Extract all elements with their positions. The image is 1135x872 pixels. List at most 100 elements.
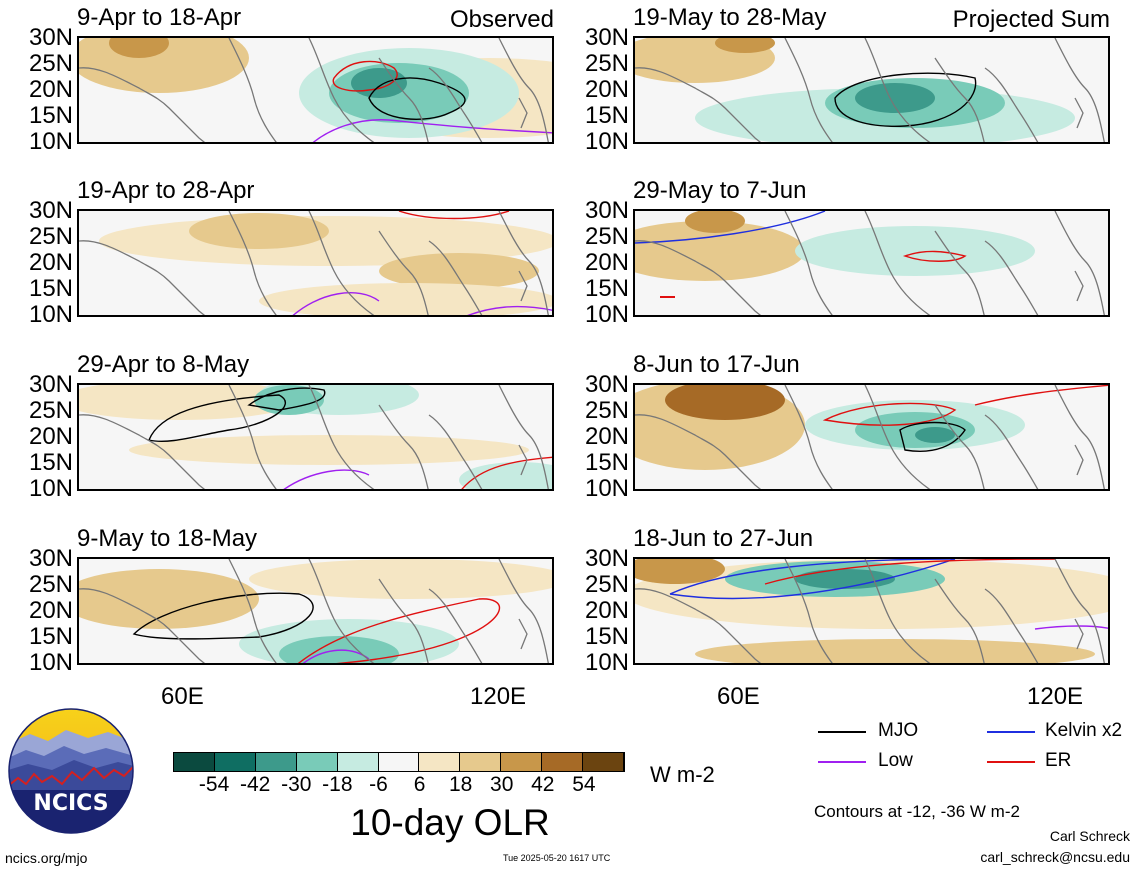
olr-map	[633, 209, 1110, 317]
legend-line-kelvin	[987, 731, 1035, 733]
legend-line-mjo	[818, 731, 866, 733]
colorbar-tick-label: -18	[322, 773, 353, 796]
olr-map	[633, 36, 1110, 144]
lat-label: 25N	[584, 397, 629, 424]
author-name: Carl Schreck	[1049, 828, 1130, 844]
lat-label: 25N	[28, 397, 73, 424]
lat-label: 15N	[28, 102, 73, 129]
lat-label: 15N	[28, 275, 73, 302]
lat-label: 25N	[28, 50, 73, 77]
panel-source-tag: Projected Sum	[952, 6, 1110, 33]
colorbar-tick-label: 42	[531, 773, 555, 796]
timestamp: Tue 2025-05-20 1617 UTC	[503, 853, 611, 863]
lat-label: 25N	[584, 223, 629, 250]
panel-source-tag: Observed	[449, 6, 554, 33]
colorbar	[173, 752, 625, 772]
lon-label-60e-left: 60E	[161, 683, 204, 710]
colorbar-swatch	[378, 753, 420, 771]
lat-label: 20N	[584, 597, 629, 624]
lat-label: 10N	[28, 475, 73, 502]
legend-label-mjo: MJO	[878, 720, 919, 741]
lat-label: 10N	[28, 128, 73, 155]
lat-label: 10N	[584, 649, 629, 676]
colorbar-swatch	[255, 753, 297, 771]
lat-label: 15N	[28, 623, 73, 650]
colorbar-tick-label: 30	[490, 773, 514, 796]
panel-title: 8-Jun to 17-Jun	[633, 351, 800, 378]
author-email: carl_schreck@ncsu.edu	[980, 849, 1130, 865]
olr-map	[633, 383, 1110, 491]
colorbar-swatch	[542, 753, 584, 771]
olr-map	[77, 383, 554, 491]
chart-title: 10-day OLR	[350, 802, 550, 843]
olr-map	[633, 557, 1110, 665]
olr-map	[77, 36, 554, 144]
colorbar-swatch	[214, 753, 256, 771]
lat-label: 15N	[584, 623, 629, 650]
olr-map	[77, 557, 554, 665]
lat-label: 10N	[584, 128, 629, 155]
colorbar-swatch	[337, 753, 379, 771]
lat-label: 10N	[584, 475, 629, 502]
lat-label: 10N	[28, 649, 73, 676]
panel-title: 19-May to 28-May	[633, 4, 827, 31]
colorbar-tick-label: -30	[281, 773, 312, 796]
lat-label: 30N	[584, 24, 629, 51]
legend-label-kelvin: Kelvin x2	[1045, 720, 1123, 741]
colorbar-tick-label: -6	[369, 773, 388, 796]
lat-label: 20N	[28, 423, 73, 450]
panel-title: 9-Apr to 18-Apr	[77, 4, 242, 31]
colorbar-swatch	[501, 753, 543, 771]
lon-label-120e-left: 120E	[470, 683, 527, 710]
colorbar-swatch	[583, 753, 624, 771]
colorbar-units: W m-2	[650, 762, 715, 787]
lat-label: 20N	[28, 249, 73, 276]
ncics-logo: NCICS	[8, 708, 134, 834]
lat-label: 25N	[28, 223, 73, 250]
legend-label-low: Low	[878, 750, 913, 771]
lat-label: 20N	[28, 76, 73, 103]
lat-label: 25N	[584, 571, 629, 598]
logo-text: NCICS	[33, 791, 109, 816]
legend-label-er: ER	[1045, 750, 1072, 771]
panel-title: 19-Apr to 28-Apr	[77, 177, 255, 204]
colorbar-tick-label: 18	[448, 773, 473, 796]
lat-label: 30N	[584, 371, 629, 398]
colorbar-tick-label: 54	[572, 773, 596, 796]
lat-label: 30N	[584, 545, 629, 572]
lat-label: 30N	[28, 371, 73, 398]
colorbar-swatch	[296, 753, 338, 771]
lat-label: 30N	[28, 24, 73, 51]
colorbar-swatch	[174, 753, 215, 771]
lat-label: 30N	[28, 197, 73, 224]
lat-label: 10N	[584, 301, 629, 328]
lat-label: 15N	[584, 275, 629, 302]
colorbar-tick-label: 6	[413, 773, 426, 796]
site-link[interactable]: ncics.org/mjo	[5, 850, 88, 866]
olr-map	[77, 209, 554, 317]
lat-label: 30N	[28, 545, 73, 572]
contours-note: Contours at -12, -36 W m-2	[814, 802, 1020, 821]
panel-title: 29-May to 7-Jun	[633, 177, 807, 204]
lat-label: 20N	[28, 597, 73, 624]
lat-label: 25N	[584, 50, 629, 77]
colorbar-swatch	[460, 753, 502, 771]
lat-label: 30N	[584, 197, 629, 224]
panel-title: 18-Jun to 27-Jun	[633, 525, 814, 552]
lat-label: 15N	[28, 449, 73, 476]
colorbar-swatch	[419, 753, 461, 771]
lon-label-120e-right: 120E	[1027, 683, 1084, 710]
colorbar-tick-label: -42	[239, 773, 271, 796]
lat-label: 15N	[584, 102, 629, 129]
legend-line-low	[818, 761, 866, 763]
colorbar-tick-label: -54	[198, 773, 230, 796]
lat-label: 20N	[584, 76, 629, 103]
lat-label: 15N	[584, 449, 629, 476]
lat-label: 25N	[28, 571, 73, 598]
lat-label: 20N	[584, 423, 629, 450]
lat-label: 10N	[28, 301, 73, 328]
lat-label: 20N	[584, 249, 629, 276]
lon-label-60e-right: 60E	[717, 683, 760, 710]
legend-line-er	[987, 761, 1035, 763]
panel-title: 29-Apr to 8-May	[77, 351, 250, 378]
